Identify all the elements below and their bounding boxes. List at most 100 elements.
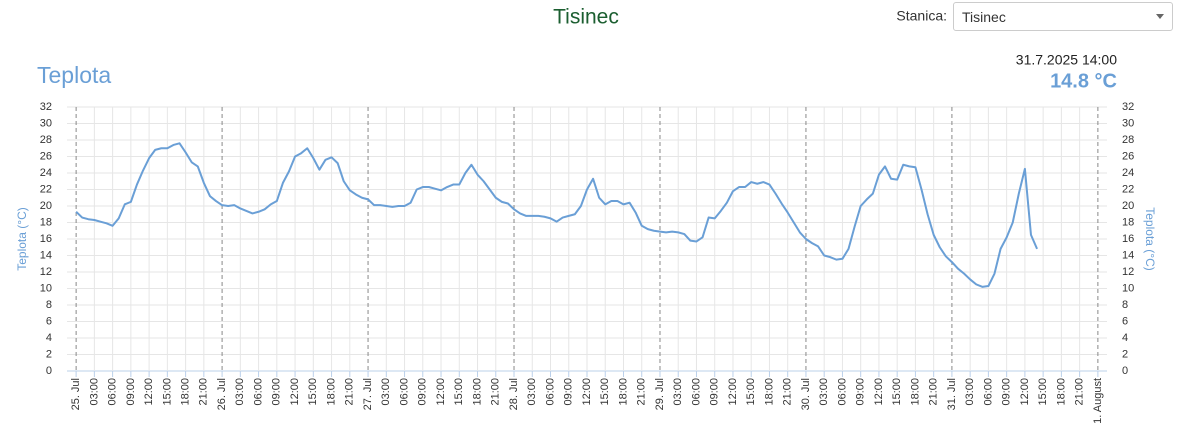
x-tick-label: 28. Jul xyxy=(508,378,520,410)
x-tick-label: 12:00 xyxy=(143,378,155,406)
x-tick-label: 06:00 xyxy=(252,378,264,406)
x-tick-label: 21:00 xyxy=(198,378,210,406)
y-tick-label: 30 xyxy=(40,117,52,129)
x-tick-label: 06:00 xyxy=(690,378,702,406)
y2-tick-label: 6 xyxy=(1122,315,1128,327)
y2-tick-label: 30 xyxy=(1122,117,1134,129)
x-tick-label: 06:00 xyxy=(982,378,994,406)
current-time: 31.7.2025 14:00 xyxy=(1016,52,1117,68)
y2-tick-label: 14 xyxy=(1122,249,1134,261)
y-tick-label: 24 xyxy=(40,167,52,179)
x-tick-label: 09:00 xyxy=(855,378,867,406)
y-tick-label: 6 xyxy=(46,315,52,327)
station-label: Stanica: xyxy=(896,8,947,24)
x-tick-label: 21:00 xyxy=(490,378,502,406)
y-tick-label: 14 xyxy=(40,249,52,261)
y2-tick-label: 0 xyxy=(1122,365,1128,377)
x-tick-label: 26. Jul xyxy=(216,378,228,410)
x-tick-label: 09:00 xyxy=(271,378,283,406)
x-tick-label: 03:00 xyxy=(234,378,246,406)
x-tick-label: 15:00 xyxy=(745,378,757,406)
y-tick-label: 12 xyxy=(40,266,52,278)
y2-tick-label: 26 xyxy=(1122,150,1134,162)
station-title: Tisinec xyxy=(553,6,619,29)
x-tick-label: 06:00 xyxy=(398,378,410,406)
x-tick-label: 12:00 xyxy=(1019,378,1031,406)
current-value: 14.8 °C xyxy=(1050,70,1117,92)
x-tick-label: 18:00 xyxy=(180,378,192,406)
x-tick-label: 12:00 xyxy=(581,378,593,406)
y-tick-label: 2 xyxy=(46,348,52,360)
y-tick-label: 16 xyxy=(40,233,52,245)
x-tick-label: 18:00 xyxy=(325,378,337,406)
x-tick-label: 21:00 xyxy=(782,378,794,406)
x-tick-label: 03:00 xyxy=(380,378,392,406)
y2-tick-label: 20 xyxy=(1122,200,1134,212)
x-tick-label: 21:00 xyxy=(1074,378,1086,406)
y-tick-label: 18 xyxy=(40,216,52,228)
y2-tick-label: 8 xyxy=(1122,299,1128,311)
x-tick-label: 15:00 xyxy=(161,378,173,406)
x-tick-label: 06:00 xyxy=(836,378,848,406)
x-tick-label: 21:00 xyxy=(928,378,940,406)
y2-tick-label: 24 xyxy=(1122,167,1134,179)
y2-tick-label: 10 xyxy=(1122,282,1134,294)
x-tick-label: 15:00 xyxy=(599,378,611,406)
x-tick-label: 12:00 xyxy=(727,378,739,406)
y-tick-label: 26 xyxy=(40,150,52,162)
x-tick-label: 03:00 xyxy=(88,378,100,406)
x-tick-label: 29. Jul xyxy=(654,378,666,410)
y-tick-label: 0 xyxy=(46,365,52,377)
station-select[interactable]: Tisinec xyxy=(953,2,1173,31)
y2-tick-label: 4 xyxy=(1122,332,1128,344)
y2-tick-label: 18 xyxy=(1122,216,1134,228)
y-tick-label: 32 xyxy=(40,101,52,113)
y2-axis-title: Teplota (°C) xyxy=(1143,207,1157,271)
y2-tick-label: 16 xyxy=(1122,233,1134,245)
x-tick-label: 12:00 xyxy=(435,378,447,406)
y2-tick-label: 2 xyxy=(1122,348,1128,360)
y-tick-label: 8 xyxy=(46,299,52,311)
x-tick-label: 03:00 xyxy=(526,378,538,406)
x-tick-label: 09:00 xyxy=(125,378,137,406)
y-tick-label: 28 xyxy=(40,134,52,146)
y-tick-label: 10 xyxy=(40,282,52,294)
chart-title: Teplota xyxy=(37,62,111,88)
x-tick-label: 03:00 xyxy=(818,378,830,406)
x-tick-label: 03:00 xyxy=(964,378,976,406)
x-tick-label: 18:00 xyxy=(1055,378,1067,406)
x-tick-label: 30. Jul xyxy=(800,378,812,410)
x-tick-label: 21:00 xyxy=(344,378,356,406)
y2-tick-label: 28 xyxy=(1122,134,1134,146)
x-tick-label: 31. Jul xyxy=(946,378,958,410)
x-tick-label: 09:00 xyxy=(417,378,429,406)
x-tick-label: 06:00 xyxy=(107,378,119,406)
y-axis-title: Teplota (°C) xyxy=(15,207,29,271)
y-tick-label: 22 xyxy=(40,183,52,195)
x-tick-label: 09:00 xyxy=(709,378,721,406)
x-tick-label: 12:00 xyxy=(289,378,301,406)
x-tick-label: 15:00 xyxy=(307,378,319,406)
x-tick-label: 18:00 xyxy=(617,378,629,406)
x-tick-label: 09:00 xyxy=(1001,378,1013,406)
temperature-line xyxy=(75,142,1038,288)
x-tick-label: 03:00 xyxy=(672,378,684,406)
x-tick-label: 1. August xyxy=(1092,378,1104,424)
x-tick-label: 06:00 xyxy=(544,378,556,406)
y-tick-label: 4 xyxy=(46,332,52,344)
x-tick-label: 12:00 xyxy=(873,378,885,406)
y2-tick-label: 22 xyxy=(1122,183,1134,195)
x-tick-label: 18:00 xyxy=(471,378,483,406)
x-tick-label: 15:00 xyxy=(453,378,465,406)
y2-tick-label: 12 xyxy=(1122,266,1134,278)
x-tick-label: 27. Jul xyxy=(362,378,374,410)
x-tick-label: 21:00 xyxy=(636,378,648,406)
x-tick-label: 18:00 xyxy=(763,378,775,406)
x-tick-label: 09:00 xyxy=(563,378,575,406)
x-tick-label: 15:00 xyxy=(1037,378,1049,406)
y2-tick-label: 32 xyxy=(1122,101,1134,113)
x-tick-label: 18:00 xyxy=(909,378,921,406)
x-tick-label: 25. Jul xyxy=(70,378,82,410)
